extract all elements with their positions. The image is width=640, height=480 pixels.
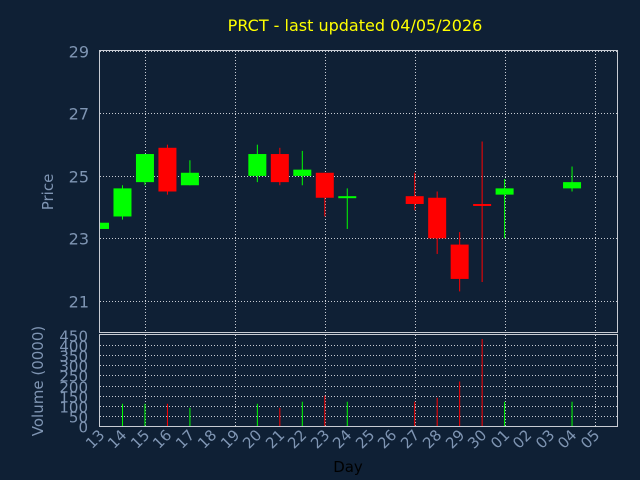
x-tick-label: 05	[577, 426, 603, 452]
price-tick-label: 25	[69, 168, 89, 187]
volume-tick-label: 150	[59, 389, 88, 407]
price-tick-label: 29	[69, 43, 89, 62]
x-axis-label: Day	[333, 458, 363, 476]
candle-body	[113, 188, 132, 217]
volume-tick-label: 0	[78, 419, 88, 437]
candle-body	[270, 154, 289, 183]
candle-body	[135, 154, 154, 183]
candle-body	[563, 182, 582, 189]
volume-tick-label: 350	[59, 348, 88, 366]
candle-body	[473, 203, 492, 206]
price-tick-label: 21	[69, 293, 89, 312]
volume-tick-label: 300	[59, 358, 88, 376]
candle-body	[100, 222, 109, 229]
candle-body	[315, 172, 334, 198]
volume-tick-label: 200	[59, 379, 88, 397]
price-tick-label: 27	[69, 105, 89, 124]
candle-body	[338, 196, 357, 199]
volume-panel-frame	[99, 334, 618, 427]
candle-body	[428, 197, 447, 239]
candle-body	[180, 172, 199, 186]
candle-body	[450, 244, 469, 279]
price-tick-labels: 21 23 25 27 29	[69, 43, 89, 312]
candle-body	[495, 188, 514, 195]
candles	[99, 141, 582, 292]
volume-tick-label: 450	[59, 328, 88, 346]
volume-tick-label: 100	[59, 399, 88, 417]
candle-body	[405, 196, 424, 204]
price-tick-label: 23	[69, 230, 89, 249]
candle-body	[248, 154, 267, 176]
price-grid	[100, 51, 617, 332]
volume-bars	[121, 339, 573, 426]
volume-grid	[100, 335, 617, 426]
volume-tick-label: 400	[59, 338, 88, 356]
candle-body	[158, 147, 177, 192]
volume-tick-label: 250	[59, 368, 88, 386]
chart-title: PRCT - last updated 04/05/2026	[228, 16, 483, 35]
candle-body	[293, 169, 312, 176]
x-tick-labels: 1314151617181920212223242526272829300102…	[82, 426, 603, 452]
volume-tick-label: 50	[69, 409, 88, 427]
price-axis-label: Price	[39, 174, 57, 211]
price-panel-frame	[99, 50, 618, 333]
volume-axis-label: Volume (0000)	[29, 326, 47, 436]
